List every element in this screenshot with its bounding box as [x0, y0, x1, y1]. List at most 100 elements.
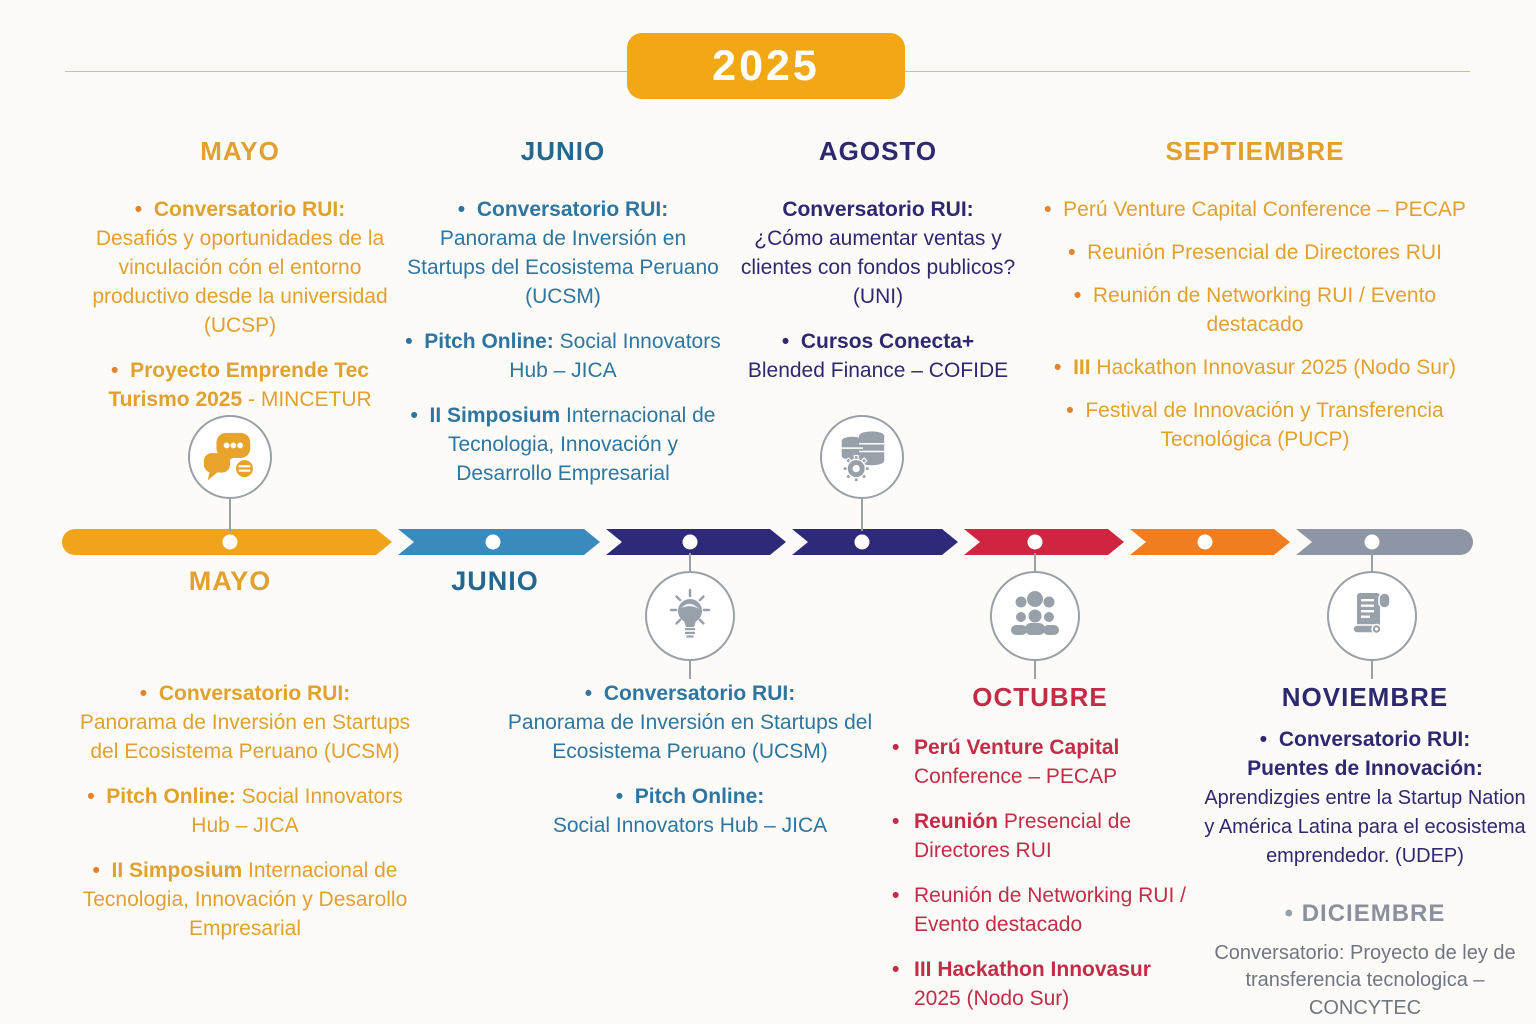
event-item: Reunión Presencial de Directores RUI: [890, 808, 1190, 866]
month-header-mayo: MAYO: [200, 136, 280, 166]
node-circle-agosto: [820, 415, 904, 499]
month-header-junio: JUNIO: [520, 136, 606, 166]
event-item: Perú Venture Capital Conference – PECAP: [1040, 196, 1470, 225]
event-item: Festival de Innovación y Transferencia T…: [1040, 397, 1470, 455]
event-text: Social Innovators Hub – JICA: [552, 813, 828, 837]
timeline-node-dot: [682, 534, 698, 550]
month-header-diciembre: DICIEMBRE: [1200, 897, 1530, 930]
event-text: ¿Cómo aumentar ventas y clientes con fon…: [740, 226, 1016, 308]
timeline-node-dot: [1197, 534, 1213, 550]
event-lead: Cursos Conecta+: [800, 329, 975, 353]
connector-line: [861, 499, 863, 531]
event-lead: Puentes de Innovación:: [1247, 756, 1483, 780]
node-circle-noviembre: [1327, 571, 1417, 661]
event-item: Perú Venture Capital Conference – PECAP: [890, 734, 1190, 792]
connector-line: [1034, 661, 1036, 679]
event-lead: Pitch Online:: [634, 784, 765, 808]
event-item: III Hackathon Innovasur 2025 (Nodo Sur): [890, 956, 1190, 1014]
chat-bubbles-icon: [203, 432, 255, 481]
event-lead: Pitch Online:: [424, 329, 554, 353]
event-text: Hackathon Innovasur 2025 (Nodo Sur): [1096, 355, 1456, 379]
event-lead: Perú Venture Capital: [914, 735, 1120, 759]
connector-line: [1034, 553, 1036, 571]
axis-label-mayo: MAYO: [188, 566, 272, 596]
event-item: Reunión Presencial de Directores RUI: [1040, 239, 1470, 268]
axis-label-junio: JUNIO: [451, 566, 539, 596]
event-text: Internacional de Tecnologia, Innovación …: [448, 403, 716, 485]
event-item: Conversatorio RUI: ¿Cómo aumentar ventas…: [718, 196, 1038, 312]
connector-line: [689, 661, 691, 679]
event-item: Reunión de Networking RUI / Evento desta…: [1040, 282, 1470, 340]
scroll-document-icon: [1352, 592, 1391, 635]
event-lead: III: [1073, 355, 1091, 379]
event-item: Proyecto Emprende Tec Turismo 2025 - MIN…: [70, 357, 410, 415]
timeline-node-dot: [1027, 534, 1043, 550]
event-lead: Pitch Online:: [106, 784, 236, 808]
event-item: Conversatorio RUI: Panorama de Inversión…: [70, 680, 420, 767]
event-lead: Conversatorio RUI:: [603, 682, 796, 705]
event-text: Perú Venture Capital Conference – PECAP: [1063, 197, 1466, 221]
connector-line: [1371, 661, 1373, 679]
column-top-agosto: AGOSTO Conversatorio RUI: ¿Cómo aumentar…: [718, 134, 1038, 402]
event-item: II Simposium Internacional de Tecnologia…: [70, 857, 420, 944]
event-item: Cursos Conecta+ Blended Finance – COFIDE: [718, 328, 1038, 386]
timeline-node-dot: [485, 534, 501, 550]
event-item: Conversatorio RUI: Desafiós y oportunida…: [70, 196, 410, 341]
event-lead: Proyecto Emprende Tec Turismo 2025: [108, 358, 369, 411]
event-text: Conference – PECAP: [914, 764, 1118, 788]
database-gear-icon: [841, 431, 885, 483]
event-text: - MINCETUR: [248, 387, 372, 411]
event-text: Reunión de Networking RUI / Evento desta…: [1092, 283, 1437, 336]
diciembre-section: DICIEMBRE Conversatorio: Proyecto de ley…: [1200, 897, 1530, 1023]
event-text: Desafiós y oportunidades de la vinculaci…: [92, 226, 388, 337]
event-text: Social Innovators Hub – JICA: [191, 784, 403, 837]
timeline-segment: [964, 529, 1124, 555]
event-lead: Conversatorio RUI:: [476, 197, 669, 221]
timeline-segment: [1296, 529, 1473, 555]
event-text: Internacional de Tecnologia, Innovación …: [82, 858, 408, 940]
node-circle-octubre: [990, 571, 1080, 661]
event-lead: Conversatorio RUI:: [782, 197, 974, 221]
column-bottom-mayo: Conversatorio RUI: Panorama de Inversión…: [70, 680, 420, 960]
year-badge: 2025: [627, 33, 905, 99]
event-lead: III Hackathon Innovasur: [914, 957, 1151, 981]
event-item: Conversatorio RUI: Panorama de Inversión…: [403, 196, 723, 312]
event-lead: Reunión: [914, 809, 998, 833]
event-text: Panorama de Inversión en Startups del Ec…: [407, 226, 719, 308]
event-lead: Conversatorio RUI:: [153, 197, 346, 221]
timeline-bar: [62, 529, 1473, 555]
connector-line: [689, 553, 691, 571]
timeline-node-dot: [854, 534, 870, 550]
event-lead: Conversatorio RUI:: [158, 682, 351, 705]
lightbulb-icon: [669, 588, 711, 638]
event-text: Social Innovators Hub – JICA: [509, 329, 721, 382]
connector-line: [229, 499, 231, 531]
column-top-junio: JUNIO Conversatorio RUI: Panorama de Inv…: [403, 134, 723, 505]
column-bottom-julio: Conversatorio RUI: Panorama de Inversión…: [505, 680, 875, 857]
event-item: II Simposium Internacional de Tecnologia…: [403, 402, 723, 489]
audience-people-icon: [1011, 591, 1059, 635]
event-lead: Conversatorio RUI:: [1278, 727, 1471, 751]
event-item: Pitch Online: Social Innovators Hub – JI…: [70, 783, 420, 841]
month-header-agosto: AGOSTO: [818, 136, 938, 166]
month-header-octubre: OCTUBRE: [972, 682, 1108, 712]
event-text: Reunión de Networking RUI / Evento desta…: [914, 883, 1186, 936]
event-text: Panorama de Inversión en Startups del Ec…: [507, 710, 873, 763]
event-lead: II Simposium: [429, 403, 561, 427]
node-circle-mayo: [188, 415, 272, 499]
timeline-node-dot: [222, 534, 238, 550]
event-text: Panorama de Inversión en Startups del Ec…: [79, 710, 411, 763]
timeline-segment: [792, 529, 958, 555]
event-item: Pitch Online: Social Innovators Hub – JI…: [505, 783, 875, 841]
event-text: Conversatorio: Proyecto de ley de transf…: [1214, 941, 1516, 1020]
node-circle-julio: [645, 571, 735, 661]
event-text: Aprendizgies entre la Startup Nation y A…: [1204, 786, 1526, 867]
month-header-septiembre: SEPTIEMBRE: [1165, 136, 1345, 166]
connector-line: [1371, 553, 1373, 571]
column-bottom-octubre: OCTUBRE Perú Venture Capital Conference …: [890, 680, 1190, 1024]
event-item: Pitch Online: Social Innovators Hub – JI…: [403, 328, 723, 386]
event-item: Conversatorio RUI: Puentes de Innovación…: [1200, 726, 1530, 871]
event-item: Reunión de Networking RUI / Evento desta…: [890, 882, 1190, 940]
event-lead: II Simposium: [111, 858, 243, 882]
